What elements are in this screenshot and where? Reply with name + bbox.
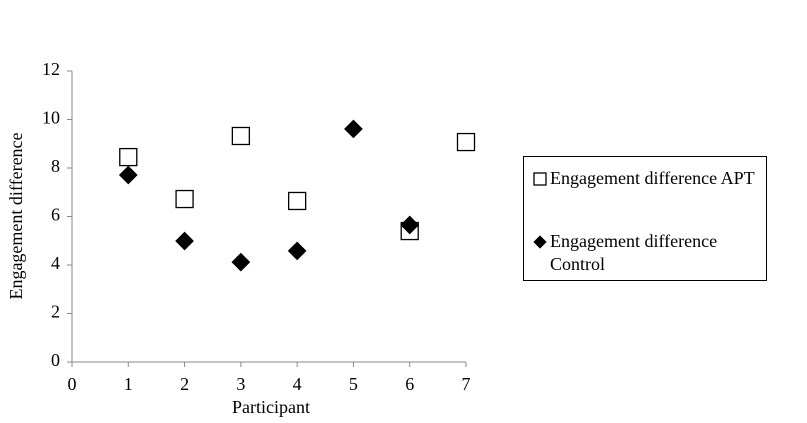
- legend-symbol: [533, 172, 547, 186]
- marker-square: [119, 147, 138, 167]
- legend-label: Engagement difference Control: [550, 231, 718, 274]
- x-axis-title: Participant: [232, 397, 310, 417]
- y-tick-label: 0: [51, 350, 60, 370]
- marker-square: [533, 172, 547, 186]
- x-tick-label: 4: [293, 374, 302, 394]
- x-tick-label: 7: [462, 374, 471, 394]
- marker-square: [287, 191, 307, 211]
- x-tick-label: 0: [68, 374, 77, 394]
- marker-square: [175, 189, 194, 209]
- x-tick-label: 3: [236, 374, 245, 394]
- marker-diamond: [400, 215, 420, 235]
- legend-label: Engagement difference APT: [550, 168, 755, 188]
- marker-diamond: [118, 165, 138, 185]
- y-tick-label: 10: [42, 108, 60, 128]
- x-tick-label: 5: [349, 374, 358, 394]
- marker-diamond: [175, 231, 194, 251]
- marker-diamond: [533, 235, 547, 249]
- y-tick-label: 6: [51, 205, 60, 225]
- x-tick-label: 1: [124, 374, 133, 394]
- marker-diamond: [344, 119, 363, 139]
- marker-square: [231, 126, 251, 146]
- x-tick-label: 2: [180, 374, 189, 394]
- legend-symbol: [533, 235, 547, 249]
- marker-diamond: [231, 252, 251, 272]
- marker-diamond: [287, 241, 307, 261]
- x-tick-label: 6: [405, 374, 414, 394]
- y-axis-title: Engagement difference: [6, 132, 26, 299]
- marker-square: [456, 132, 476, 152]
- y-tick-label: 2: [51, 302, 60, 322]
- y-tick-label: 8: [51, 156, 60, 176]
- legend: Engagement difference APT Engagement diff…: [523, 156, 767, 281]
- y-tick-label: 4: [51, 253, 60, 273]
- y-tick-label: 12: [42, 59, 60, 79]
